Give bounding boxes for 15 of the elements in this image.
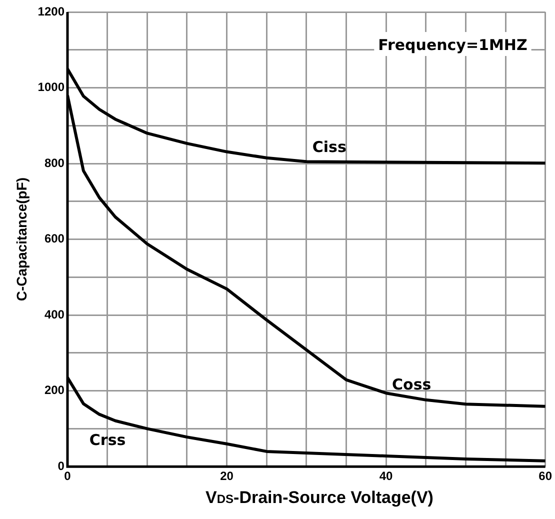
y-tick-label: 1200 xyxy=(38,4,65,18)
annotation: Frequency=1MHZ xyxy=(378,36,528,54)
y-tick-label: 600 xyxy=(44,232,65,246)
x-tick-label: 60 xyxy=(538,469,552,484)
x-tick-label: 20 xyxy=(220,469,234,484)
y-tick-label: 1000 xyxy=(38,80,65,94)
series-label: Coss xyxy=(392,375,432,394)
y-tick-label: 800 xyxy=(44,156,65,170)
y-axis-title: C-Capacitance(pF) xyxy=(13,177,30,302)
series-label: Ciss xyxy=(312,138,346,156)
y-tick-label: 0 xyxy=(58,458,65,473)
x-tick-label: 40 xyxy=(379,469,394,484)
series-label: Crss xyxy=(89,431,126,450)
y-tick-label: 200 xyxy=(44,383,65,398)
y-tick-label: 400 xyxy=(44,307,65,322)
